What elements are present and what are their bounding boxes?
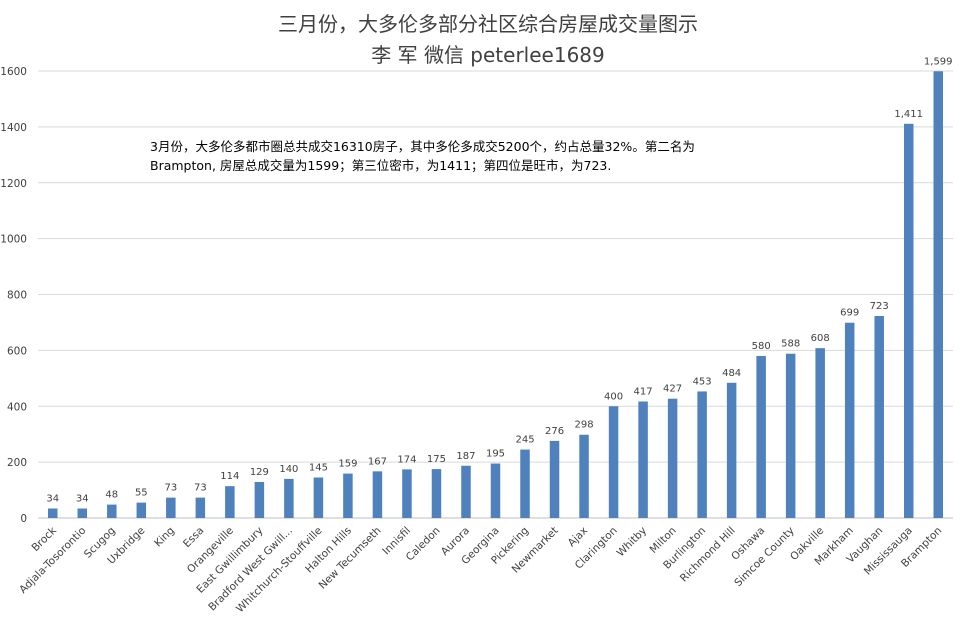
data-label: 427 [663,384,682,395]
bar [815,348,825,518]
data-label: 174 [397,454,416,465]
data-label: 129 [250,467,269,478]
data-label: 114 [220,471,239,482]
y-tick-label: 0 [20,513,27,525]
bar [166,497,176,518]
bar [402,469,412,518]
x-tick-label: Essa [181,525,206,550]
bar [579,434,589,518]
x-tick-label: Whitby [615,525,650,560]
data-label: 276 [545,426,564,437]
data-label: 1,599 [924,56,953,67]
bar [254,481,265,518]
bar [284,478,294,518]
bar [225,486,235,518]
data-label: 167 [368,456,387,467]
bar [48,508,58,518]
data-label: 145 [309,462,328,473]
data-label: 159 [338,459,357,470]
chart-title: 三月份，大多伦多部分社区综合房屋成交量图示 [278,12,698,36]
data-label: 608 [811,333,830,344]
bar [874,316,884,518]
x-tick-label: Ajax [566,525,591,550]
data-label: 417 [634,387,653,398]
bar [697,391,707,518]
y-tick-label: 1600 [0,66,27,78]
data-label: 723 [870,301,889,312]
data-label: 73 [164,483,177,494]
data-label: 195 [486,449,505,460]
data-label: 55 [135,488,148,499]
data-labels: 34 34 48 55 73 73 114 129 140 145 159 167 174 175 187 1… [46,56,952,504]
data-label: 580 [752,341,771,352]
bar [77,508,88,518]
data-label: 140 [279,464,298,475]
bar [756,355,766,518]
bar [136,502,147,518]
bar [431,469,442,518]
data-label: 1,411 [894,109,923,120]
data-label: 175 [427,454,446,465]
bar [785,353,796,518]
bar [608,406,619,518]
chart-subtitle: 李 军 微信 peterlee1689 [371,43,605,67]
bar [933,71,943,519]
data-label: 34 [76,494,89,505]
bars [48,71,943,519]
annotation-line-2: Brampton, 房屋总成交量为1599；第三位密市，为1411；第四位是旺市… [150,158,612,173]
y-tick-label: 200 [7,457,27,469]
y-tick-label: 1200 [0,178,27,190]
data-label: 73 [194,483,207,494]
data-label: 484 [722,368,741,379]
data-label: 245 [515,435,534,446]
x-tick-label: King [152,525,177,550]
y-tick-label: 600 [7,345,27,357]
bar [195,497,206,518]
y-tick-label: 1000 [0,234,27,246]
data-label: 298 [575,420,594,431]
y-tick-label: 1400 [0,122,27,134]
y-tick-label: 400 [7,401,27,413]
bar [107,504,117,518]
bar [343,473,353,518]
bar [461,465,471,518]
data-label: 187 [456,451,475,462]
data-label: 588 [781,339,800,350]
data-label: 34 [46,494,59,505]
bar [520,449,530,518]
bar [638,401,648,518]
bar [726,382,737,518]
annotation-line-1: 3月份，大多伦多都市圈总共成交16310房子，其中多伦多成交5200个，约占总量… [150,139,695,154]
bar [313,477,324,518]
bar [667,398,678,518]
gridlines [38,70,953,519]
chart-annotation: 3月份，大多伦多都市圈总共成交16310房子，其中多伦多成交5200个，约占总量… [150,137,790,175]
bar [490,463,501,518]
data-label: 400 [604,391,623,402]
bar [549,440,560,518]
data-label: 453 [693,376,712,387]
bar [903,123,914,518]
bar [372,471,383,518]
y-tick-label: 800 [7,290,27,302]
data-label: 699 [840,308,859,319]
y-axis-ticks: 0 200 400 600 800 1000 1200 1400 1600 [0,66,27,525]
data-label: 48 [105,490,118,501]
bar [844,322,855,518]
